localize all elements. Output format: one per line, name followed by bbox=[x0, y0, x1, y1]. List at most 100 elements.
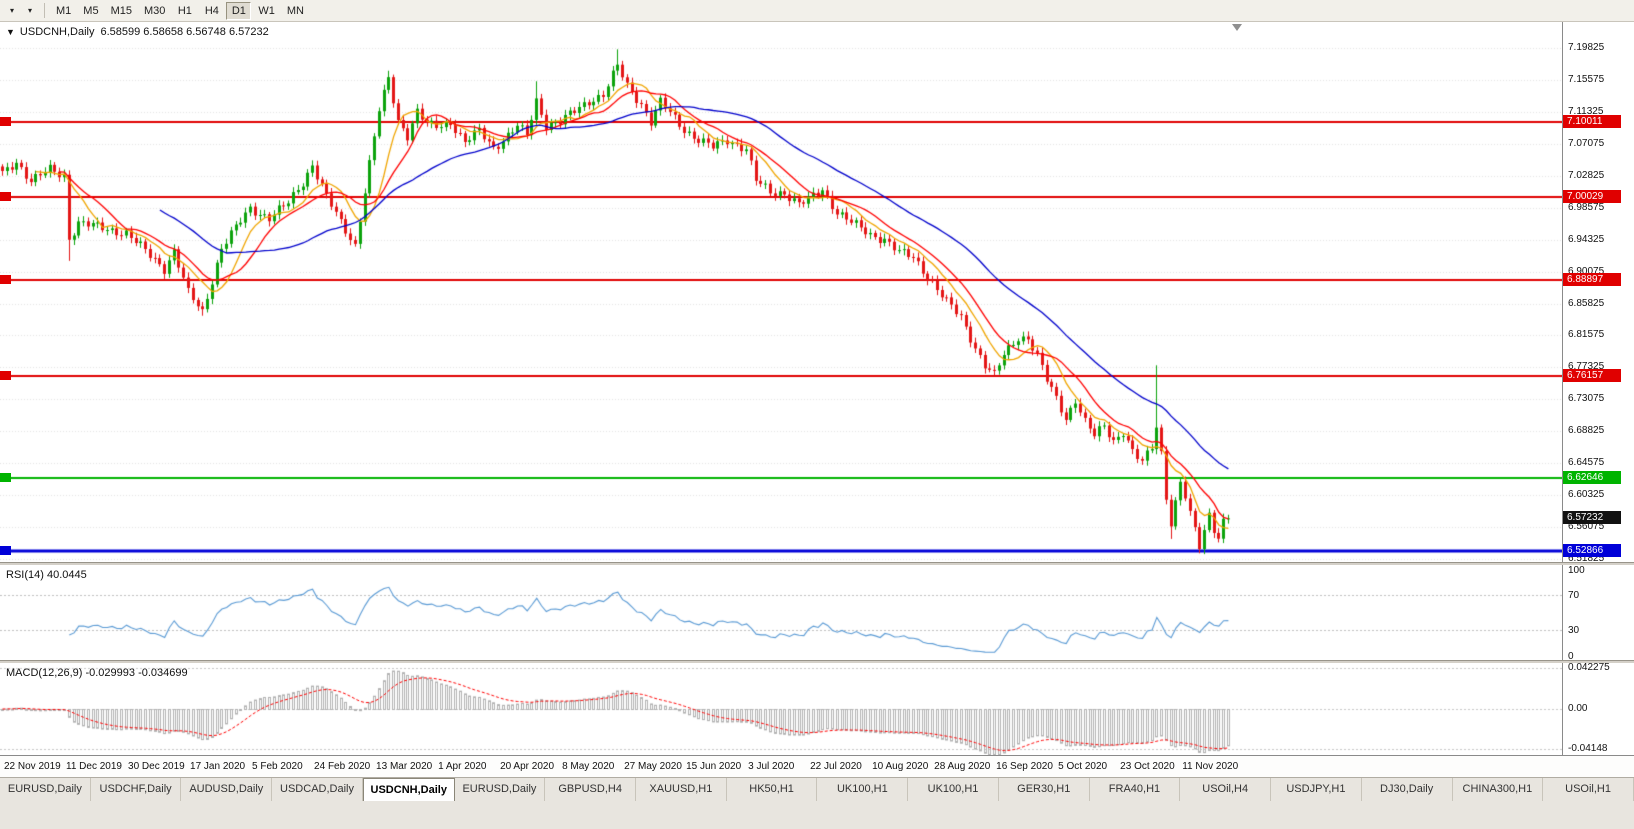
timeline-date-label: 17 Jan 2020 bbox=[190, 761, 246, 772]
price-tick-label: 6.68825 bbox=[1568, 425, 1605, 437]
tab-gbpusd-h4[interactable]: GBPUSD,H4 bbox=[545, 778, 637, 801]
chart-title: ▼ USDCNH,Daily 6.58599 6.58658 6.56748 6.5… bbox=[6, 26, 269, 38]
price-line-badge: 6.52866 bbox=[1563, 544, 1621, 558]
chart-symbol-label: USDCNH,Daily bbox=[19, 26, 95, 38]
timeframe-w1-button[interactable]: W1 bbox=[258, 4, 275, 17]
price-axis[interactable]: 7.19825 7.15575 7.11325 7.07075 7.02825 6.985… bbox=[1562, 22, 1634, 564]
rsi-indicator-panel: RSI(14) 40.0445 100 70 30 0 bbox=[0, 565, 1634, 662]
bottom-filler bbox=[0, 801, 1634, 829]
timeline-date-label: 5 Feb 2020 bbox=[252, 761, 303, 772]
toolbar-separator bbox=[44, 3, 45, 18]
timeline-date-label: 3 Jul 2020 bbox=[748, 761, 795, 772]
price-tick-label: 7.19825 bbox=[1568, 42, 1605, 53]
timeframe-m15-button[interactable]: M15 bbox=[110, 4, 132, 17]
price-tick-label: 6.85825 bbox=[1568, 297, 1605, 309]
panel-divider[interactable] bbox=[0, 562, 1634, 565]
tab-hk50-h1[interactable]: HK50,H1 bbox=[727, 778, 818, 801]
toolbar-options-dropdown-icon[interactable]: ▾ bbox=[27, 6, 32, 15]
tab-usoil-h4[interactable]: USOil,H4 bbox=[1180, 778, 1272, 801]
timeline-date-label: 16 Sep 2020 bbox=[996, 761, 1053, 772]
tab-dj30-daily[interactable]: DJ30,Daily bbox=[1362, 778, 1453, 801]
price-tick-label: 6.73075 bbox=[1568, 393, 1605, 405]
tab-audusd-daily[interactable]: AUDUSD,Daily bbox=[181, 778, 273, 801]
hline-edge-marker[interactable] bbox=[0, 546, 11, 556]
tab-usdcad-daily[interactable]: USDCAD,Daily bbox=[272, 778, 363, 801]
tab-eurusd-daily[interactable]: EURUSD,Daily bbox=[0, 778, 91, 801]
timeline-date-label: 22 Nov 2019 bbox=[4, 761, 61, 772]
price-tick-label: 6.77325 bbox=[1568, 361, 1605, 373]
timeline-date-label: 15 Jun 2020 bbox=[686, 761, 742, 772]
tab-usdcnh-daily[interactable]: USDCNH,Daily bbox=[362, 778, 455, 801]
price-line-badge: 7.10011 bbox=[1563, 114, 1621, 128]
tab-uk100-h1[interactable]: UK100,H1 bbox=[817, 778, 909, 801]
tab-usdjpy-h1[interactable]: USDJPY,H1 bbox=[1271, 778, 1362, 801]
timeline-date-label: 11 Dec 2019 bbox=[66, 761, 122, 772]
timeline-date-label: 24 Feb 2020 bbox=[314, 761, 371, 772]
timeframe-m1-button[interactable]: M1 bbox=[56, 4, 72, 17]
chart-tab-bar: EURUSD,Daily USDCHF,Daily AUDUSD,Daily U… bbox=[0, 777, 1634, 801]
chart-shift-marker[interactable] bbox=[1232, 24, 1242, 31]
timeline-date-label: 1 Apr 2020 bbox=[438, 761, 487, 772]
rsi-chart-canvas[interactable] bbox=[0, 565, 1562, 660]
timeline-date-label: 11 Nov 2020 bbox=[1182, 761, 1239, 772]
panel-divider[interactable] bbox=[0, 660, 1634, 663]
rsi-tick-label: 100 bbox=[1568, 565, 1585, 576]
macd-indicator-panel: MACD(12,26,9) -0.029993 -0.034699 0.0422… bbox=[0, 662, 1634, 755]
rsi-tick-label: 0 bbox=[1568, 651, 1574, 662]
current-price-badge: 6.57232 bbox=[1563, 511, 1621, 525]
macd-chart-canvas[interactable] bbox=[0, 663, 1562, 755]
price-line-badge: 6.62646 bbox=[1563, 470, 1621, 484]
collapse-chart-icon[interactable]: ▼ bbox=[6, 27, 15, 37]
price-line-badge: 7.00029 bbox=[1563, 189, 1621, 203]
macd-axis[interactable]: 0.042275 0.00 -0.04148 bbox=[1562, 662, 1634, 755]
chart-dropdown-icon[interactable]: ▾ bbox=[9, 6, 14, 15]
price-tick-label: 6.98575 bbox=[1568, 201, 1605, 213]
timeline-date-label: 30 Dec 2019 bbox=[128, 761, 185, 772]
price-tick-label: 7.15575 bbox=[1568, 73, 1605, 85]
price-chart-panel: ▼ USDCNH,Daily 6.58599 6.58658 6.56748 6.5… bbox=[0, 22, 1634, 564]
hline-edge-marker[interactable] bbox=[0, 191, 11, 201]
timeline-axis[interactable]: 22 Nov 2019 11 Dec 2019 30 Dec 2019 17 Jan … bbox=[0, 755, 1634, 777]
timeframe-m30-button[interactable]: M30 bbox=[143, 4, 166, 17]
hline-edge-marker[interactable] bbox=[0, 371, 11, 381]
timeline-date-label: 5 Oct 2020 bbox=[1058, 761, 1108, 772]
price-tick-label: 6.64575 bbox=[1568, 457, 1605, 469]
hline-edge-marker[interactable] bbox=[0, 116, 11, 126]
chart-ohlc-values: 6.58599 6.58658 6.56748 6.57232 bbox=[100, 26, 269, 38]
tab-fra40-h1[interactable]: FRA40,H1 bbox=[1090, 778, 1181, 801]
rsi-title: RSI(14) 40.0445 bbox=[6, 569, 87, 581]
tab-usoil-h1[interactable]: USOil,H1 bbox=[1543, 778, 1634, 801]
tab-uk100-h1-2[interactable]: UK100,H1 bbox=[908, 778, 999, 801]
price-tick-label: 6.81575 bbox=[1568, 329, 1605, 341]
price-tick-label: 6.60325 bbox=[1568, 489, 1605, 501]
tab-eurusd-daily-2[interactable]: EURUSD,Daily bbox=[455, 778, 546, 801]
price-tick-label: 6.90075 bbox=[1568, 265, 1605, 277]
price-chart-canvas[interactable] bbox=[0, 22, 1562, 562]
tab-ger30-h1[interactable]: GER30,H1 bbox=[999, 778, 1090, 801]
macd-tick-label: 0.00 bbox=[1568, 703, 1588, 714]
timeframe-h1-button[interactable]: H1 bbox=[177, 4, 192, 17]
macd-title: MACD(12,26,9) -0.029993 -0.034699 bbox=[6, 667, 188, 679]
price-tick-label: 6.56075 bbox=[1568, 521, 1605, 533]
timeframe-d1-button[interactable]: D1 bbox=[226, 1, 252, 20]
tab-usdchf-daily[interactable]: USDCHF,Daily bbox=[91, 778, 182, 801]
macd-tick-label: 0.042275 bbox=[1568, 662, 1610, 673]
rsi-tick-label: 70 bbox=[1568, 590, 1580, 602]
price-tick-label: 6.94325 bbox=[1568, 233, 1605, 245]
price-tick-label: 7.02825 bbox=[1568, 169, 1605, 181]
timeline-date-label: 27 May 2020 bbox=[624, 761, 682, 772]
rsi-axis[interactable]: 100 70 30 0 bbox=[1562, 565, 1634, 662]
hline-edge-marker[interactable] bbox=[0, 472, 11, 482]
timeframe-m5-button[interactable]: M5 bbox=[83, 4, 99, 17]
chart-toolbar: ▾ ▾ M1 M5 M15 M30 H1 H4 D1 W1 MN bbox=[0, 0, 1634, 22]
tab-china300-h1[interactable]: CHINA300,H1 bbox=[1453, 778, 1544, 801]
timeframe-mn-button[interactable]: MN bbox=[286, 4, 304, 17]
timeline-date-label: 10 Aug 2020 bbox=[872, 761, 929, 772]
tab-xauusd-h1[interactable]: XAUUSD,H1 bbox=[636, 778, 727, 801]
timeframe-h4-button[interactable]: H4 bbox=[204, 4, 219, 17]
price-line-badge: 6.88897 bbox=[1563, 273, 1621, 287]
price-tick-label: 6.51825 bbox=[1568, 553, 1605, 564]
hline-edge-marker[interactable] bbox=[0, 275, 11, 285]
timeline-date-label: 20 Apr 2020 bbox=[500, 761, 555, 772]
timeline-date-label: 13 Mar 2020 bbox=[376, 761, 433, 772]
